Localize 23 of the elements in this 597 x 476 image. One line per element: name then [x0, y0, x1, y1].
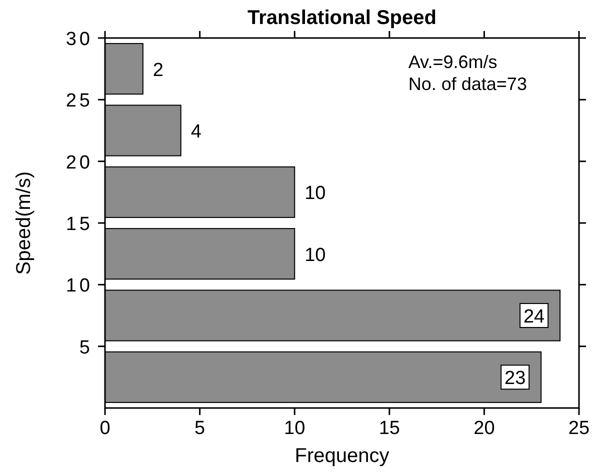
y-tick-label: 10 — [66, 276, 93, 297]
annotation: Av.=9.6m/s — [408, 52, 498, 72]
data-label: 24 — [523, 306, 546, 328]
x-tick-label: 25 — [568, 418, 590, 439]
x-axis-title: Frequency — [294, 445, 390, 467]
y-tick-label: 15 — [66, 214, 93, 235]
y-tick-label: 30 — [66, 29, 93, 50]
y-axis-title: Speed(m/s) — [13, 171, 35, 275]
y-tick-label: 25 — [66, 90, 93, 112]
x-tick-label: 0 — [100, 418, 110, 439]
y-tick-label: 20 — [66, 152, 93, 174]
x-tick-label: 5 — [194, 418, 206, 439]
y-tick-label: 5 — [79, 337, 93, 358]
x-tick-label: 10 — [284, 418, 306, 439]
data-label: 23 — [504, 368, 526, 390]
data-label: 4 — [190, 122, 202, 142]
x-tick-label: 15 — [378, 418, 400, 439]
data-label: 10 — [304, 183, 326, 204]
chart-title: Translational Speed — [248, 7, 436, 29]
x-tick-label: 20 — [474, 418, 495, 439]
data-label: 10 — [304, 244, 326, 266]
data-label: 2 — [152, 60, 164, 81]
annotation: No. of data=73 — [408, 74, 527, 94]
